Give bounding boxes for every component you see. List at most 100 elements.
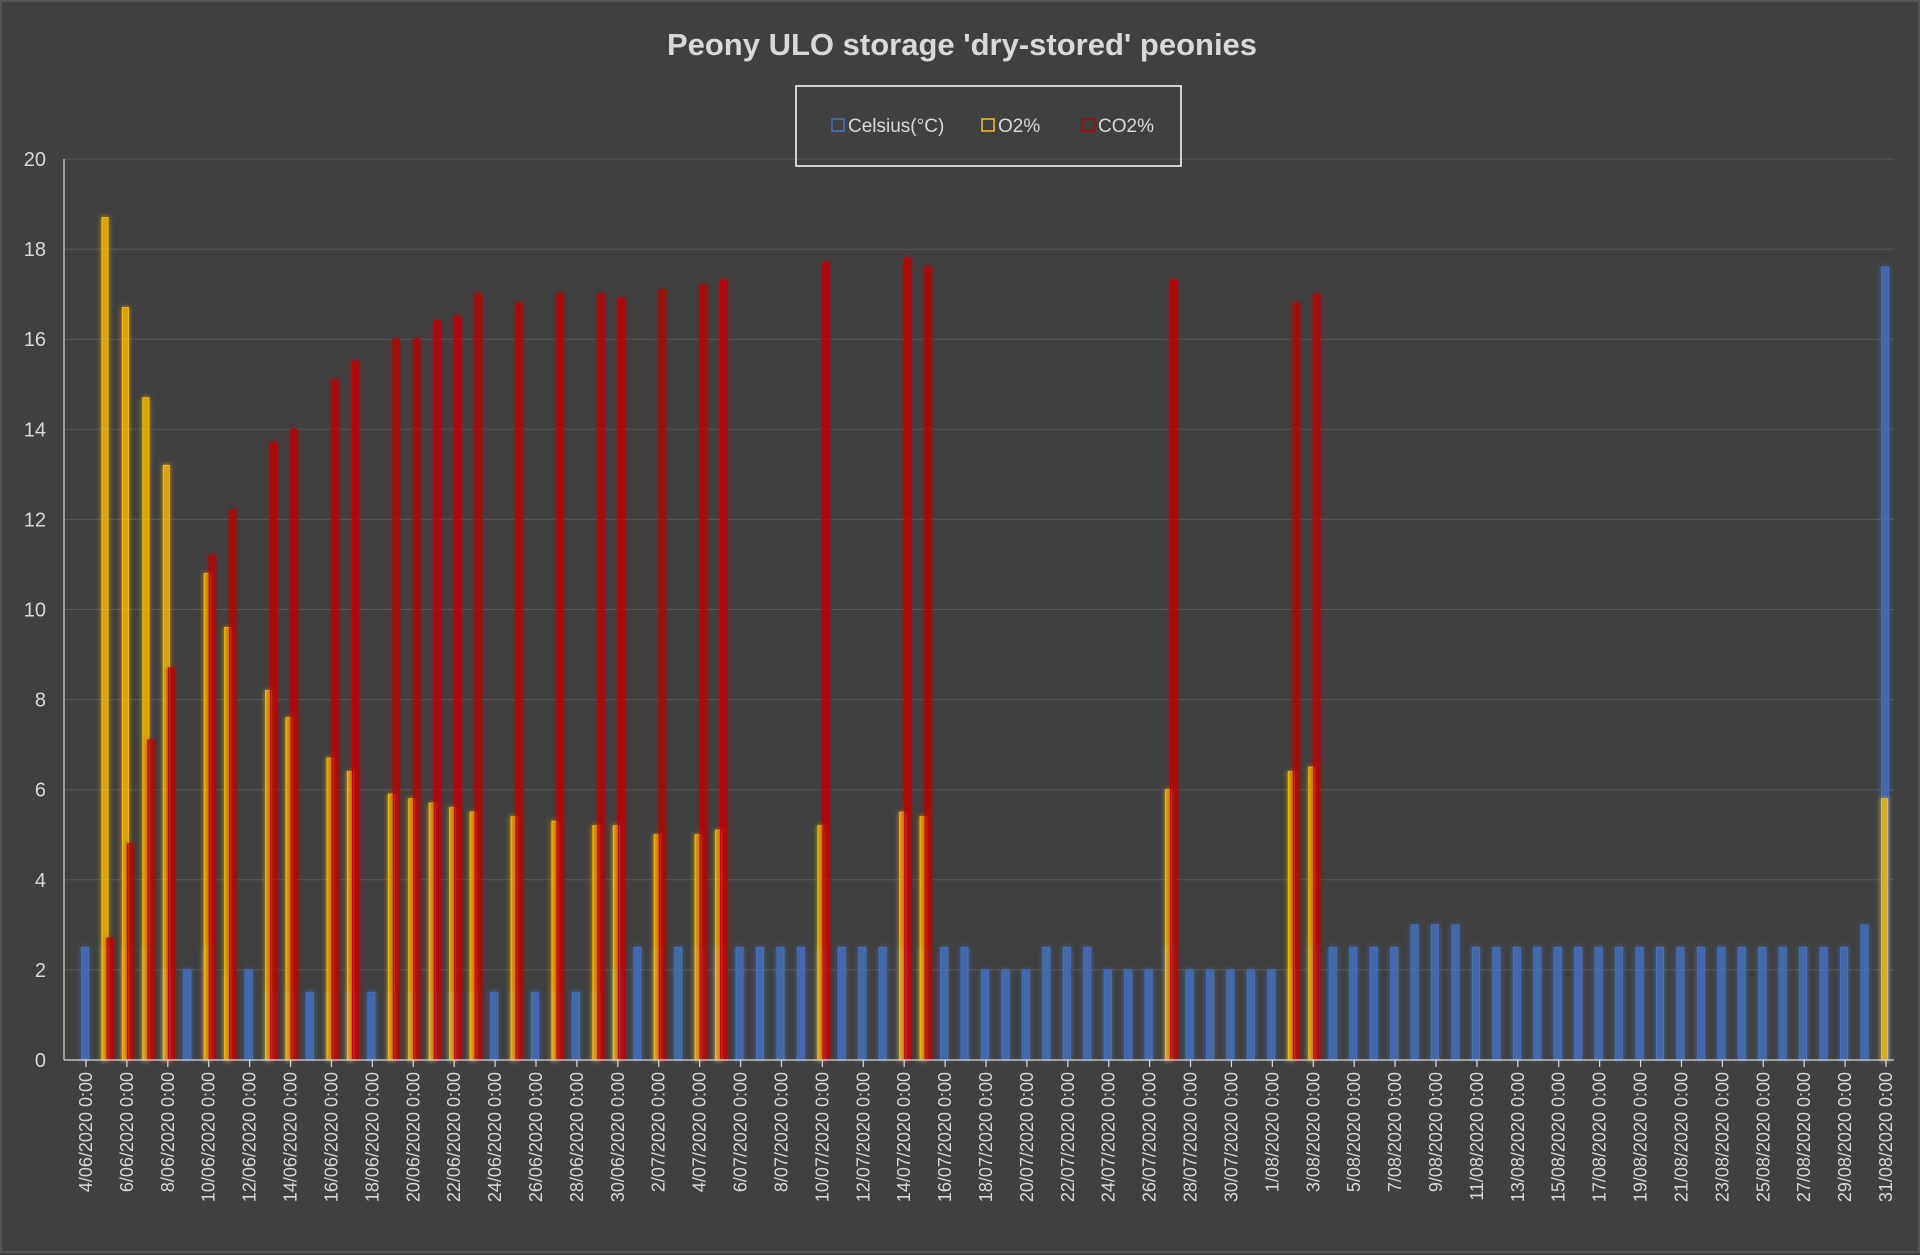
bar bbox=[490, 991, 499, 1061]
bar bbox=[1594, 946, 1603, 1061]
bar bbox=[597, 293, 605, 1061]
x-tick-label: 11/08/2020 0:00 bbox=[1467, 1072, 1487, 1201]
bar bbox=[1819, 946, 1828, 1061]
bar bbox=[1635, 946, 1644, 1061]
bar bbox=[720, 280, 728, 1061]
legend-swatch bbox=[1081, 118, 1095, 132]
bar bbox=[1451, 924, 1460, 1061]
x-tick-label: 27/08/2020 0:00 bbox=[1794, 1072, 1814, 1202]
legend-swatch bbox=[831, 118, 845, 132]
bars bbox=[81, 217, 1889, 1061]
x-tick-label: 6/07/2020 0:00 bbox=[731, 1072, 751, 1192]
x-tick-label: 10/07/2020 0:00 bbox=[812, 1072, 832, 1202]
bar bbox=[1042, 946, 1051, 1061]
bar bbox=[306, 991, 314, 1061]
bar bbox=[756, 946, 764, 1061]
x-tick-label: 2/07/2020 0:00 bbox=[649, 1072, 669, 1192]
series-2 bbox=[106, 257, 1321, 1061]
bar bbox=[244, 969, 253, 1061]
x-tick-label: 30/07/2020 0:00 bbox=[1221, 1072, 1241, 1202]
bar bbox=[1758, 946, 1767, 1061]
bar bbox=[367, 991, 376, 1061]
bar bbox=[1574, 946, 1583, 1061]
bar bbox=[1021, 969, 1030, 1061]
bar bbox=[167, 667, 175, 1061]
bar bbox=[1656, 946, 1664, 1061]
bar bbox=[126, 843, 134, 1061]
x-tick-label: 13/08/2020 0:00 bbox=[1508, 1072, 1528, 1202]
bar bbox=[858, 946, 867, 1061]
x-tick-label: 4/07/2020 0:00 bbox=[690, 1072, 710, 1192]
bar bbox=[1492, 946, 1501, 1061]
bar bbox=[1512, 946, 1521, 1061]
bar bbox=[1267, 969, 1276, 1061]
bar bbox=[796, 946, 805, 1061]
bar bbox=[556, 293, 564, 1061]
bar bbox=[1226, 969, 1235, 1061]
bar bbox=[981, 969, 989, 1061]
x-tick-label: 8/07/2020 0:00 bbox=[771, 1072, 791, 1192]
y-tick-label: 14 bbox=[24, 419, 46, 441]
bar bbox=[1328, 946, 1337, 1061]
bar bbox=[1390, 946, 1399, 1061]
x-tick-label: 26/06/2020 0:00 bbox=[526, 1072, 546, 1202]
bar bbox=[674, 946, 683, 1061]
bar bbox=[1349, 946, 1358, 1061]
x-tick-label: 4/06/2020 0:00 bbox=[76, 1072, 96, 1192]
x-tick-label: 15/08/2020 0:00 bbox=[1549, 1072, 1569, 1202]
bar bbox=[433, 320, 441, 1061]
bar bbox=[531, 991, 539, 1061]
bar bbox=[454, 316, 462, 1061]
bar bbox=[633, 946, 642, 1061]
y-tick-label: 20 bbox=[24, 149, 46, 171]
y-tick-label: 4 bbox=[35, 870, 46, 892]
bar bbox=[1696, 946, 1705, 1061]
x-tick-label: 30/06/2020 0:00 bbox=[608, 1072, 628, 1202]
bar bbox=[822, 262, 830, 1061]
x-tick-label: 31/08/2020 0:00 bbox=[1876, 1072, 1896, 1202]
x-tick-label: 25/08/2020 0:00 bbox=[1753, 1072, 1773, 1202]
bar bbox=[699, 284, 707, 1061]
x-tick-label: 29/08/2020 0:00 bbox=[1835, 1072, 1855, 1202]
bar bbox=[1369, 946, 1378, 1061]
x-tick-label: 16/06/2020 0:00 bbox=[321, 1072, 341, 1202]
bar bbox=[290, 428, 298, 1061]
bar bbox=[392, 338, 400, 1061]
bar bbox=[1246, 969, 1255, 1061]
bar bbox=[1062, 946, 1071, 1061]
x-tick-label: 20/07/2020 0:00 bbox=[1017, 1072, 1037, 1202]
bar bbox=[1083, 946, 1092, 1061]
bar bbox=[1410, 924, 1419, 1061]
bar bbox=[617, 298, 625, 1061]
x-tick-label: 24/06/2020 0:00 bbox=[485, 1072, 505, 1202]
bar bbox=[413, 338, 421, 1061]
y-tick-label: 18 bbox=[24, 239, 46, 261]
bar bbox=[229, 509, 237, 1061]
x-tick-label: 20/06/2020 0:00 bbox=[403, 1072, 423, 1202]
bar bbox=[183, 969, 192, 1061]
bar bbox=[878, 946, 887, 1061]
bar bbox=[208, 554, 216, 1061]
y-axis-ticks: 0 2 4 6 8 10 12 14 16 18 20 bbox=[24, 149, 46, 1072]
x-tick-label: 22/06/2020 0:00 bbox=[444, 1072, 464, 1202]
bar bbox=[1615, 946, 1624, 1061]
bar bbox=[924, 266, 932, 1061]
bar bbox=[515, 302, 523, 1061]
bar bbox=[1737, 946, 1746, 1061]
bar bbox=[1185, 969, 1194, 1061]
x-tick-label: 7/08/2020 0:00 bbox=[1385, 1072, 1405, 1192]
bar bbox=[1124, 969, 1133, 1061]
legend-swatch bbox=[981, 118, 995, 132]
bar bbox=[1431, 924, 1439, 1061]
x-tick-label: 14/07/2020 0:00 bbox=[894, 1072, 914, 1202]
x-tick-label: 19/08/2020 0:00 bbox=[1631, 1072, 1651, 1202]
x-tick-label: 24/07/2020 0:00 bbox=[1099, 1072, 1119, 1202]
bar bbox=[1717, 946, 1726, 1061]
bar bbox=[1170, 280, 1178, 1061]
bar bbox=[1676, 946, 1685, 1061]
legend-label: O2% bbox=[998, 116, 1040, 137]
x-tick-label: 18/06/2020 0:00 bbox=[362, 1072, 382, 1202]
axes bbox=[63, 159, 1894, 1061]
bar bbox=[351, 361, 359, 1061]
x-tick-label: 22/07/2020 0:00 bbox=[1058, 1072, 1078, 1202]
